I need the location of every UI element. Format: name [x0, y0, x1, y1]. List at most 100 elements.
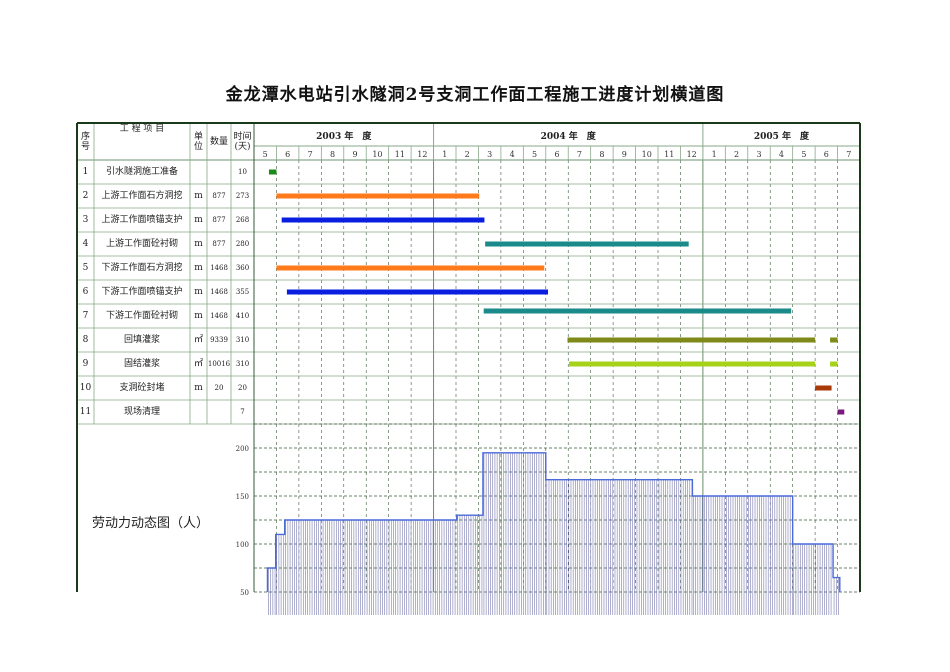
row-unit: ㎡	[193, 335, 203, 345]
month-label: 5	[532, 150, 537, 159]
row-unit: m	[194, 215, 203, 225]
gantt-bar	[815, 385, 832, 391]
row-qty: 10016	[207, 360, 231, 368]
header-qty: 数量	[209, 136, 228, 147]
row-days: 355	[235, 288, 250, 296]
row-days: 280	[235, 240, 250, 248]
row-unit	[190, 160, 207, 184]
row-seq: 3	[82, 215, 89, 225]
month-label: 6	[824, 150, 829, 159]
row-days: 410	[235, 312, 250, 320]
row-unit: m	[194, 311, 203, 321]
month-label: 8	[599, 150, 604, 159]
row-seq: 11	[79, 407, 92, 417]
row-seq: 8	[82, 335, 89, 345]
row-days: 310	[235, 336, 250, 344]
month-label: 5	[801, 150, 806, 159]
month-label: 3	[756, 150, 761, 159]
row-seq: 4	[82, 239, 89, 249]
gantt-bar	[567, 337, 816, 343]
month-label: 6	[554, 150, 559, 159]
month-label: 12	[417, 150, 427, 159]
labor-y-tick: 50	[240, 589, 249, 597]
gantt-bar	[286, 289, 549, 295]
month-label: 11	[664, 150, 674, 159]
row-qty: 877	[212, 192, 226, 200]
row-qty: 20	[214, 384, 224, 392]
labor-y-tick: 200	[236, 445, 249, 453]
row-seq: 10	[79, 383, 92, 393]
row-qty: 1468	[210, 312, 228, 320]
month-label: 4	[779, 150, 784, 159]
month-label: 1	[712, 150, 717, 159]
gantt-bar	[837, 409, 845, 415]
year-label: 2005 年 度	[754, 130, 810, 142]
month-label: 12	[687, 150, 697, 159]
gantt-bar	[268, 169, 277, 175]
row-qty: 877	[212, 240, 226, 248]
month-label: 7	[846, 150, 851, 159]
row-item: 上游工作面砼衬砌	[105, 239, 178, 249]
year-label: 2004 年 度	[541, 130, 597, 142]
row-unit: m	[194, 383, 203, 393]
month-label: 9	[352, 150, 357, 159]
row-qty: 1468	[210, 264, 228, 272]
row-days: 310	[235, 360, 250, 368]
row-days: 360	[235, 264, 250, 272]
month-label: 2	[465, 150, 470, 159]
row-unit: m	[194, 239, 203, 249]
month-label: 2	[734, 150, 739, 159]
row-qty: 1468	[210, 288, 228, 296]
row-qty: 877	[212, 216, 226, 224]
row-item: 引水隧洞施工准备	[105, 167, 178, 177]
month-label: 10	[642, 150, 652, 159]
row-qty	[207, 160, 231, 184]
labor-chart-label: 劳动力动态图（人）	[92, 516, 210, 531]
page-title: 金龙潭水电站引水隧洞2号支洞工作面工程施工进度计划横道图	[225, 85, 725, 105]
row-item: 固结灌浆	[123, 359, 160, 369]
row-seq: 7	[82, 311, 89, 321]
gantt-bar	[485, 241, 689, 247]
row-seq: 6	[82, 287, 89, 297]
month-label: 7	[308, 150, 313, 159]
month-label: 8	[330, 150, 335, 159]
row-item: 下游工作面砼衬砌	[105, 311, 178, 321]
row-days: 273	[235, 192, 250, 200]
row-unit: ㎡	[193, 359, 203, 369]
row-unit: m	[194, 191, 203, 201]
month-label: 1	[442, 150, 447, 159]
month-label: 9	[622, 150, 627, 159]
labor-y-tick: 150	[236, 493, 249, 501]
row-days: 7	[240, 408, 245, 416]
row-qty	[207, 400, 231, 424]
row-item: 现场清理	[123, 407, 160, 417]
labor-y-tick: 100	[236, 541, 249, 549]
row-item: 下游工作面喷锚支护	[101, 287, 183, 297]
month-label: 4	[510, 150, 515, 159]
row-unit: m	[194, 287, 203, 297]
row-days: 268	[235, 216, 250, 224]
row-seq: 9	[82, 359, 89, 369]
gantt-bar	[483, 308, 792, 314]
row-seq: 5	[82, 263, 89, 273]
year-label: 2003 年 度	[316, 130, 372, 142]
gantt-bar	[830, 337, 838, 343]
header-item: 工 程 项 目	[119, 124, 165, 134]
header-unit: 单位	[193, 131, 203, 152]
row-unit: m	[194, 263, 203, 273]
row-item: 下游工作面石方洞挖	[101, 263, 183, 273]
month-label: 3	[487, 150, 492, 159]
row-days: 20	[238, 384, 247, 392]
gantt-bar	[830, 361, 838, 367]
gantt-bar	[276, 193, 480, 199]
row-item: 回填灌浆	[123, 335, 160, 345]
month-label: 10	[372, 150, 382, 159]
row-qty: 9339	[210, 336, 228, 344]
row-item: 支洞砼封堵	[119, 383, 165, 393]
labor-step-line	[266, 452, 841, 592]
gantt-bar	[276, 265, 545, 271]
gantt-bar	[281, 217, 485, 223]
header-seq: 序号	[80, 131, 90, 152]
